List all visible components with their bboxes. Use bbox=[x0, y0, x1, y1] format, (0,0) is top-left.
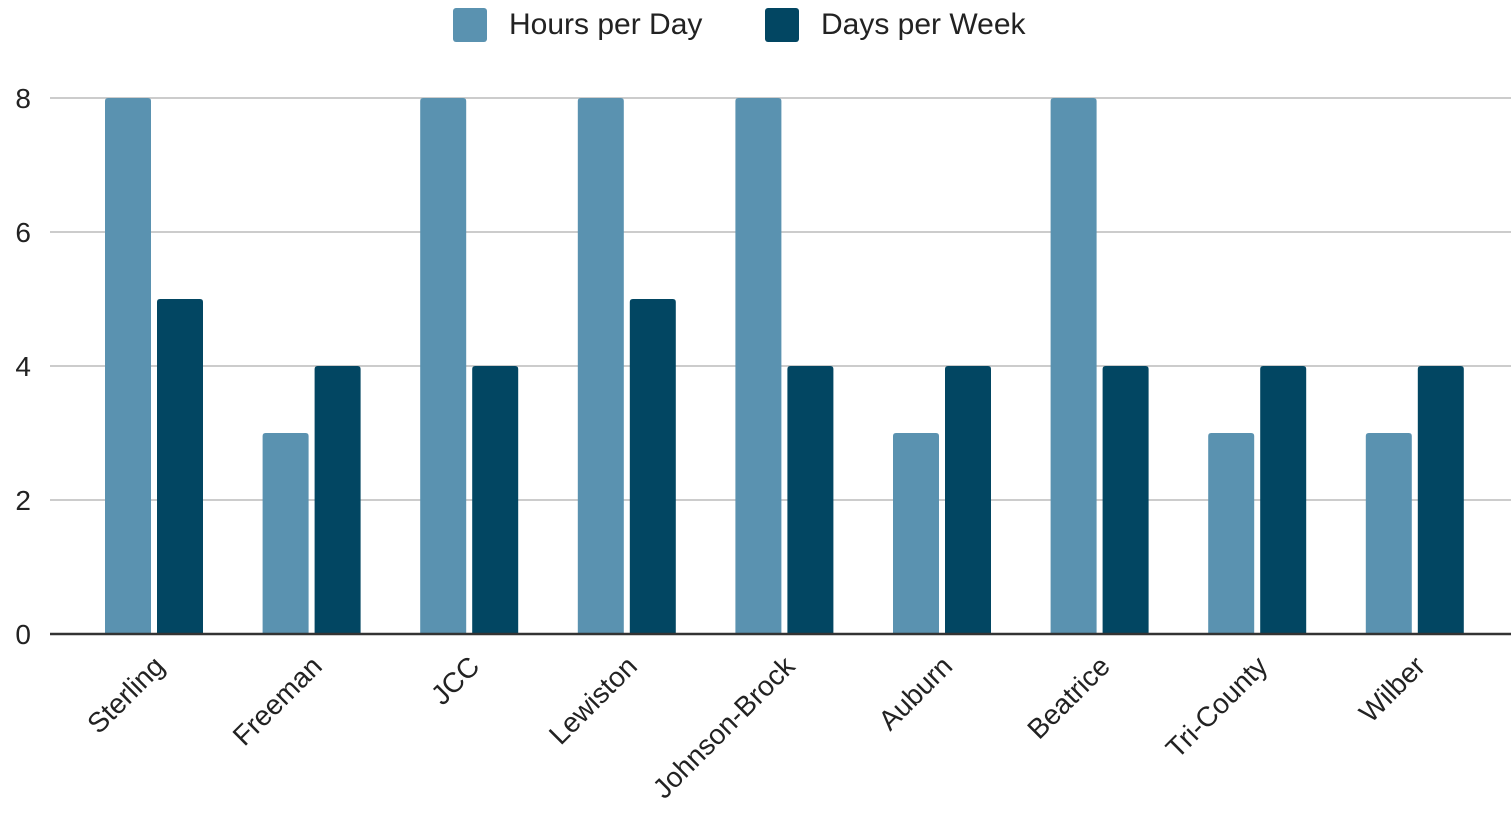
bar-days-per-week bbox=[157, 299, 203, 634]
x-tick-label: Auburn bbox=[872, 650, 958, 736]
bar-hours-per-day bbox=[893, 433, 939, 634]
bar-days-per-week bbox=[472, 366, 519, 634]
legend-swatch-days-per-week bbox=[765, 8, 799, 42]
bar-days-per-week bbox=[314, 366, 361, 634]
legend-item-days-per-week: Days per Week bbox=[765, 8, 1026, 42]
legend: Hours per Day Days per Week bbox=[0, 0, 1511, 50]
x-tick-label: Beatrice bbox=[1021, 650, 1116, 745]
x-tick-label: Sterling bbox=[81, 650, 170, 739]
bar-hours-per-day bbox=[1365, 433, 1412, 634]
bar-hours-per-day bbox=[577, 98, 624, 634]
x-tick-label: JCC bbox=[425, 650, 485, 710]
bar-days-per-week bbox=[1417, 366, 1464, 634]
bar-days-per-week bbox=[1260, 366, 1307, 634]
bar-hours-per-day bbox=[1208, 433, 1255, 634]
bar-hours-per-day bbox=[420, 98, 467, 634]
bar-days-per-week bbox=[629, 299, 676, 634]
bar-days-per-week bbox=[787, 366, 834, 634]
x-tick-label: Wilber bbox=[1353, 650, 1431, 728]
bar-days-per-week bbox=[1102, 366, 1149, 634]
legend-item-hours-per-day: Hours per Day bbox=[453, 8, 702, 42]
bar-hours-per-day bbox=[735, 98, 782, 634]
bar-days-per-week bbox=[945, 366, 991, 634]
y-tick-label: 4 bbox=[15, 351, 31, 382]
x-tick-label: Johnson-Brock bbox=[647, 650, 802, 805]
legend-label-days-per-week: Days per Week bbox=[821, 8, 1026, 41]
y-tick-label: 8 bbox=[15, 83, 31, 114]
legend-label-hours-per-day: Hours per Day bbox=[509, 8, 703, 41]
y-tick-label: 6 bbox=[15, 217, 31, 248]
x-tick-label: Freeman bbox=[227, 650, 328, 751]
bar-hours-per-day bbox=[262, 433, 309, 634]
x-tick-label: Tri-County bbox=[1160, 650, 1274, 764]
bar-hours-per-day bbox=[105, 98, 151, 634]
legend-swatch-hours-per-day bbox=[453, 8, 487, 42]
x-tick-label: Lewiston bbox=[543, 650, 643, 750]
y-tick-label: 0 bbox=[15, 619, 31, 650]
y-tick-label: 2 bbox=[15, 485, 31, 516]
bar-hours-per-day bbox=[1050, 98, 1097, 634]
